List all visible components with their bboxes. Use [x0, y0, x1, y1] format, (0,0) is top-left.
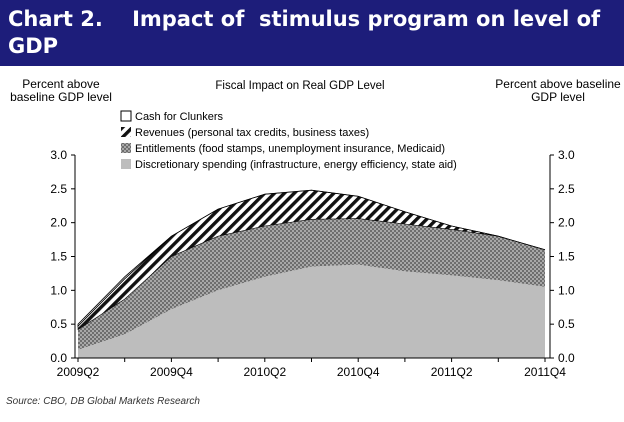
x-tick-label: 2011Q2 [431, 365, 473, 379]
right-y-tick-label: 1.0 [558, 283, 575, 297]
y-ticks-group: 0.0 0.0 0.5 0.5 1.0 1.0 1.5 1.5 2.0 2.0 2.5 2.5 3.0 3… [50, 148, 575, 365]
x-tick-label: 2010Q4 [337, 365, 380, 379]
source-note: Source: CBO, DB Global Markets Research [6, 396, 200, 407]
left-y-axis-label: Percent above baseline GDP level [10, 78, 112, 104]
left-y-tick-label: 0.0 [50, 351, 67, 365]
right-y-tick-label: 0.0 [558, 351, 575, 365]
right-y-tick-label: 3.0 [558, 148, 575, 162]
area-entitlements [78, 218, 545, 350]
area-cash [77, 189, 546, 328]
legend-swatch [121, 159, 131, 169]
legend-label: Discretionary spending (infrastructure, … [135, 159, 457, 171]
left-y-tick-label: 3.0 [50, 148, 67, 162]
left-y-tick-label: 2.0 [50, 216, 67, 230]
legend-swatch [121, 127, 131, 137]
right-y-tick-label: 2.0 [558, 216, 575, 230]
x-ticks-group: 2009Q2 2009Q4 2010Q2 2010Q4 2011Q2 2011Q4 [57, 358, 566, 379]
area-discretionary [78, 264, 545, 358]
legend-swatch [120, 110, 132, 122]
left-y-tick-label: 1.5 [50, 250, 67, 264]
chart-banner: Chart 2. Impact of stimulus program on l… [0, 0, 624, 66]
legend-label: Cash for Clunkers [135, 111, 224, 123]
left-y-tick-label: 2.5 [50, 182, 67, 196]
x-tick-label: 2011Q4 [524, 365, 566, 379]
chart-banner-title: Chart 2. Impact of stimulus program on l… [8, 7, 608, 58]
area-series-group [77, 189, 546, 358]
area-chart: 0.0 0.0 0.5 0.5 1.0 1.0 1.5 1.5 2.0 2.0 2.5 2.5 3.0 3… [10, 78, 621, 379]
right-y-tick-label: 1.5 [558, 250, 575, 264]
x-tick-label: 2009Q4 [150, 365, 193, 379]
left-y-tick-label: 1.0 [50, 283, 67, 297]
legend-swatch [121, 143, 131, 153]
chart-title: Fiscal Impact on Real GDP Level [215, 80, 384, 92]
legend-label: Entitlements (food stamps, unemployment … [135, 143, 445, 155]
right-y-tick-label: 2.5 [558, 182, 575, 196]
x-tick-label: 2009Q2 [57, 365, 100, 379]
right-y-tick-label: 0.5 [558, 317, 575, 331]
legend-label: Revenues (personal tax credits, business… [135, 127, 369, 139]
x-tick-label: 2010Q2 [243, 365, 286, 379]
right-y-axis-label: Percent above baseline GDP level [495, 78, 621, 104]
left-y-tick-label: 0.5 [50, 317, 67, 331]
legend: Cash for Clunkers Revenues (personal tax … [120, 110, 457, 171]
